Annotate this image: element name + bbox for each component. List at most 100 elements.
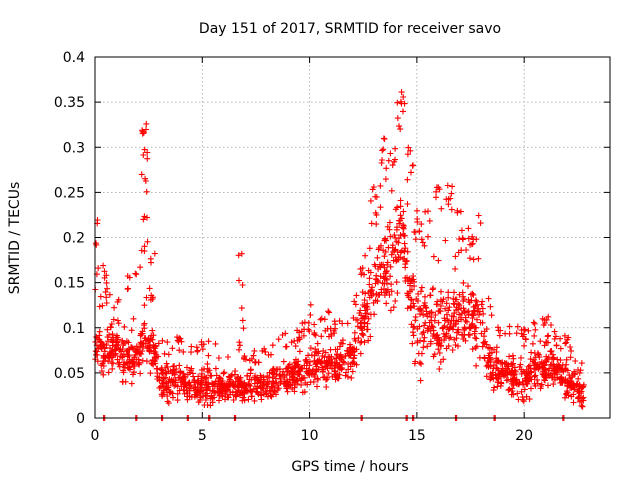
- data-point: [532, 372, 539, 379]
- data-point: [393, 226, 400, 233]
- data-point: [150, 344, 157, 351]
- data-point: [468, 291, 474, 298]
- data-point: [501, 367, 507, 374]
- data-point: [308, 352, 315, 359]
- data-point: [337, 364, 344, 371]
- data-point: [163, 370, 170, 377]
- data-point: [402, 264, 409, 271]
- data-point: [323, 357, 330, 364]
- data-point: [177, 369, 184, 376]
- data-point: [357, 307, 364, 314]
- data-point: [378, 242, 384, 249]
- data-point: [450, 313, 457, 320]
- data-point: [142, 178, 149, 184]
- y-tick-label: 0.25: [54, 185, 85, 201]
- data-point: [408, 286, 415, 293]
- data-point: [529, 340, 536, 347]
- data-point: [284, 383, 290, 390]
- data-point: [446, 335, 453, 342]
- data-point: [235, 252, 242, 259]
- data-point: [128, 327, 135, 334]
- data-point: [502, 370, 509, 377]
- y-tick-label: 0.1: [63, 321, 85, 337]
- data-point: [281, 374, 287, 381]
- data-point: [532, 382, 539, 389]
- data-point: [510, 391, 517, 398]
- data-point: [458, 247, 465, 254]
- data-point: [344, 320, 351, 327]
- data-point: [567, 375, 573, 382]
- data-point: [296, 334, 303, 341]
- data-point: [482, 338, 489, 345]
- data-point: [197, 397, 203, 404]
- data-point: [528, 376, 535, 383]
- data-point: [452, 342, 459, 348]
- data-point: [539, 364, 546, 371]
- data-point: [531, 373, 538, 380]
- data-point: [418, 221, 425, 228]
- data-point: [267, 392, 274, 399]
- data-point: [401, 248, 408, 254]
- data-point: [120, 351, 127, 358]
- data-point: [204, 360, 211, 367]
- data-point: [133, 271, 140, 278]
- data-point: [104, 326, 111, 333]
- data-point: [497, 327, 504, 334]
- data-point: [471, 307, 478, 314]
- data-point: [440, 296, 447, 303]
- data-point: [384, 261, 391, 268]
- data-point: [318, 333, 325, 340]
- data-point: [412, 313, 419, 320]
- data-point: [428, 310, 434, 316]
- data-point: [402, 278, 409, 284]
- data-point: [106, 354, 113, 361]
- data-point: [420, 329, 427, 336]
- data-point: [420, 344, 427, 351]
- data-point: [486, 354, 493, 361]
- data-point: [96, 337, 103, 343]
- data-point: [481, 333, 487, 340]
- data-point: [549, 351, 556, 358]
- data-point: [269, 370, 276, 377]
- data-point: [323, 384, 330, 390]
- data-point: [525, 363, 532, 370]
- data-point: [511, 364, 518, 371]
- data-point: [431, 317, 438, 324]
- data-point: [418, 288, 424, 295]
- data-point: [299, 320, 306, 327]
- data-point: [244, 372, 251, 379]
- data-point: [493, 349, 500, 355]
- data-point: [236, 339, 243, 346]
- data-point: [397, 203, 404, 210]
- data-point: [550, 381, 557, 388]
- data-point: [408, 296, 415, 303]
- data-point: [225, 373, 232, 380]
- data-point: [347, 363, 354, 370]
- data-point: [336, 343, 343, 350]
- data-point: [379, 147, 386, 154]
- data-point: [446, 325, 453, 332]
- data-point: [212, 340, 219, 347]
- data-point: [397, 232, 404, 238]
- data-point: [561, 332, 568, 339]
- data-point: [141, 243, 148, 250]
- data-point: [459, 310, 466, 317]
- data-point: [534, 361, 541, 368]
- data-point: [258, 392, 264, 399]
- data-point: [466, 332, 473, 339]
- data-point: [381, 253, 388, 260]
- data-point: [568, 393, 575, 400]
- data-point: [175, 338, 182, 345]
- data-point: [225, 380, 232, 387]
- data-point: [138, 331, 145, 338]
- data-point: [314, 361, 321, 367]
- data-point: [225, 354, 231, 360]
- data-point: [205, 368, 211, 375]
- data-point: [160, 387, 167, 394]
- data-point: [454, 207, 461, 214]
- data-point: [128, 344, 135, 350]
- data-point: [98, 368, 105, 374]
- data-point: [400, 94, 407, 100]
- data-point: [151, 350, 158, 357]
- data-point: [421, 322, 428, 329]
